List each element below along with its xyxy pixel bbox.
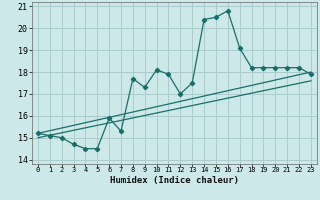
X-axis label: Humidex (Indice chaleur): Humidex (Indice chaleur) [110,176,239,185]
